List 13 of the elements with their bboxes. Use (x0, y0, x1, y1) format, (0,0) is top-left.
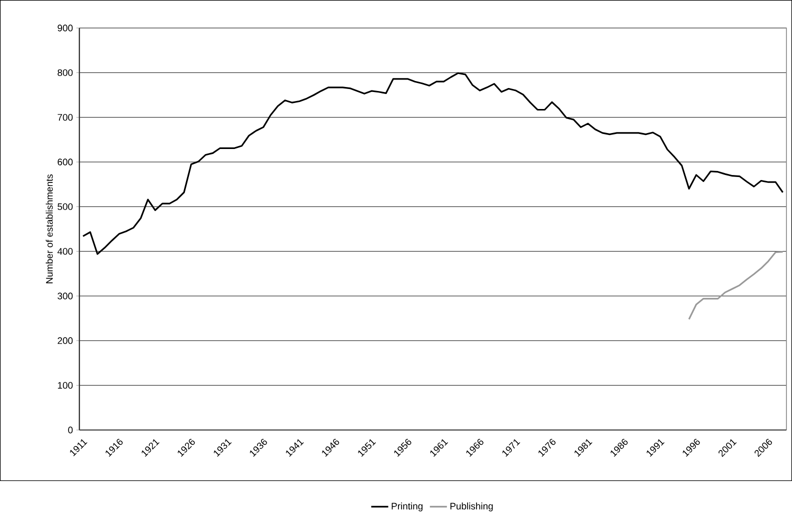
legend-label: Publishing (450, 502, 493, 512)
y-tick-label: 600 (58, 158, 73, 166)
y-tick-label: 800 (58, 69, 73, 76)
y-tick-label: 0 (68, 426, 73, 434)
y-tick-label: 900 (58, 24, 73, 32)
y-axis-title: Number of establishments (46, 174, 53, 284)
y-tick-label: 200 (58, 337, 73, 344)
legend-label: Printing (392, 502, 423, 512)
y-tick-label: 400 (57, 248, 73, 255)
y-tick-label: 100 (58, 382, 73, 389)
y-tick-label: 700 (58, 114, 73, 121)
y-tick-label: 300 (58, 292, 73, 300)
y-tick-label: 500 (58, 203, 73, 210)
